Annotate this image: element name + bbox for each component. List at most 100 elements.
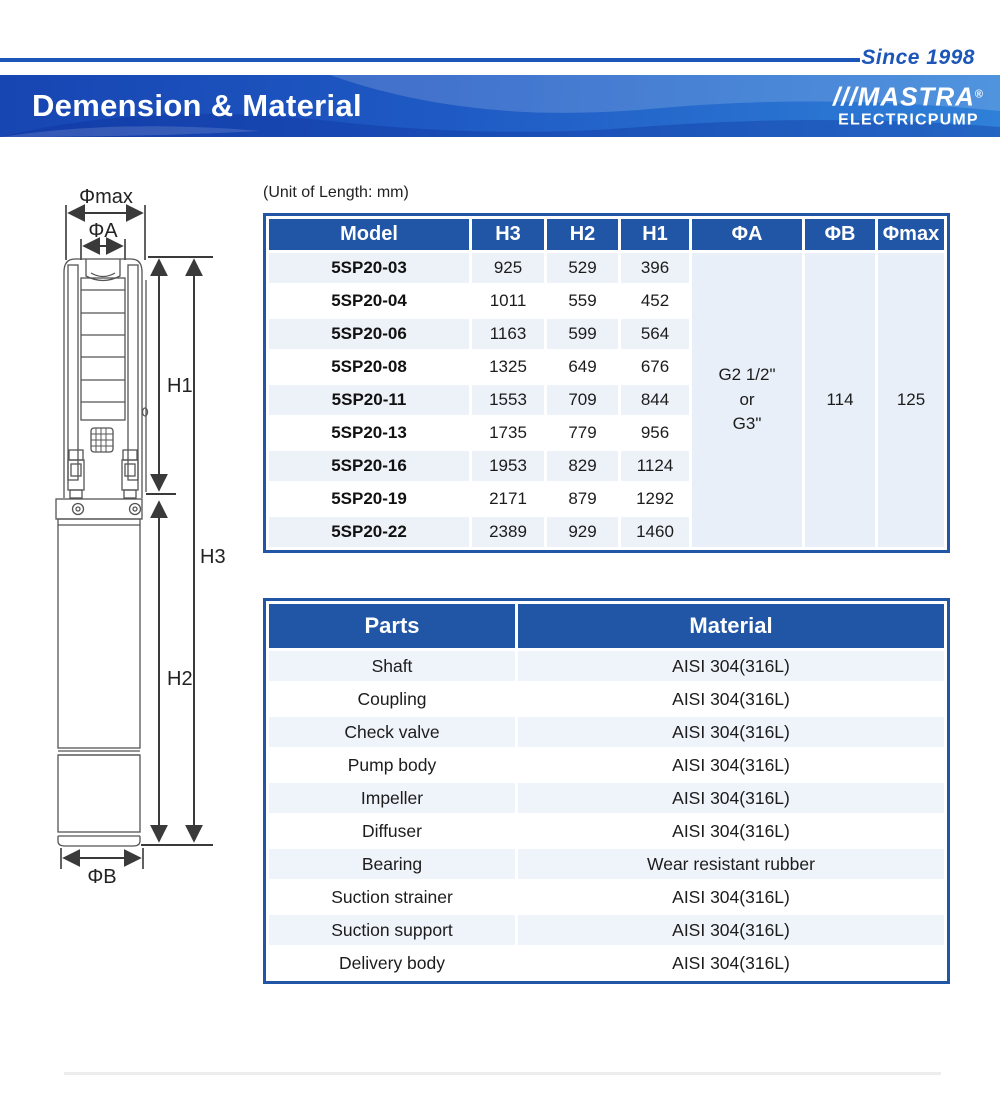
table-row: Delivery body AISI 304(316L): [269, 948, 944, 978]
logo-slashes-icon: ///: [833, 81, 858, 112]
cell-h3: 1553: [472, 385, 544, 415]
cell-part: Diffuser: [269, 816, 515, 846]
table-row: Suction strainer AISI 304(316L): [269, 882, 944, 912]
cell-part: Check valve: [269, 717, 515, 747]
materials-table: Parts Material Shaft AISI 304(316L) Coup…: [263, 598, 950, 984]
cell-model: 5SP20-16: [269, 451, 469, 481]
cell-material: AISI 304(316L): [518, 684, 944, 714]
col-header-model: Model: [269, 219, 469, 250]
cell-model: 5SP20-04: [269, 286, 469, 316]
cell-h1: 844: [621, 385, 689, 415]
col-header-h3: H3: [472, 219, 544, 250]
pump-motor-body: [55, 498, 143, 847]
registered-trademark-icon: ®: [974, 88, 984, 101]
cell-model: 5SP20-08: [269, 352, 469, 382]
cell-part: Impeller: [269, 783, 515, 813]
cell-material: AISI 304(316L): [518, 717, 944, 747]
col-header-h1: H1: [621, 219, 689, 250]
cell-h1: 1124: [621, 451, 689, 481]
brand-logo-mark: ///MASTRA®: [833, 84, 984, 110]
cell-model: 5SP20-03: [269, 253, 469, 283]
unit-of-length-note: (Unit of Length: mm): [263, 184, 409, 201]
cell-h1: 1292: [621, 484, 689, 514]
cell-h3: 1011: [472, 286, 544, 316]
cell-h2: 779: [547, 418, 618, 448]
dim-label-phi-a: ΦA: [88, 220, 118, 242]
banner-wave-decoration: [0, 75, 1000, 137]
cell-h3: 1953: [472, 451, 544, 481]
cell-phi-b-merged: 114: [805, 253, 875, 547]
table-row: 5SP20-22 2389 929 1460: [269, 517, 944, 547]
pump-technical-drawing: Φmax ΦA: [55, 186, 226, 888]
col-header-h2: H2: [547, 219, 618, 250]
cell-h2: 599: [547, 319, 618, 349]
dim-label-h1: H1: [167, 375, 193, 397]
table-row: Diffuser AISI 304(316L): [269, 816, 944, 846]
table-row: Bearing Wear resistant rubber: [269, 849, 944, 879]
cell-material: Wear resistant rubber: [518, 849, 944, 879]
cell-phi-max-merged: 125: [878, 253, 944, 547]
col-header-phi-a: ΦA: [692, 219, 802, 250]
cell-material: AISI 304(316L): [518, 816, 944, 846]
cell-part: Suction support: [269, 915, 515, 945]
cell-material: AISI 304(316L): [518, 948, 944, 978]
cell-material: AISI 304(316L): [518, 750, 944, 780]
since-label: Since 1998: [861, 46, 975, 69]
dim-label-h3: H3: [200, 546, 226, 568]
cell-h1: 564: [621, 319, 689, 349]
cell-h2: 649: [547, 352, 618, 382]
table-row: Impeller AISI 304(316L): [269, 783, 944, 813]
col-header-parts: Parts: [269, 604, 515, 648]
page-title: Demension & Material: [32, 88, 362, 123]
table-row: 5SP20-03 925 529 396 G2 1/2" or G3" 114 …: [269, 253, 944, 547]
table-row: 5SP20-16 1953 829 1124: [269, 451, 944, 481]
dim-label-h2: H2: [167, 668, 193, 690]
table-row: Pump body AISI 304(316L): [269, 750, 944, 780]
col-header-phi-max: Φmax: [878, 219, 944, 250]
cell-h1: 956: [621, 418, 689, 448]
cell-h3: 1325: [472, 352, 544, 382]
table-row: 5SP20-06 1163 599 564: [269, 319, 944, 349]
cell-h3: 2171: [472, 484, 544, 514]
table-row: 5SP20-11 1553 709 844: [269, 385, 944, 415]
header-banner: Demension & Material ///MASTRA® ELECTRIC…: [0, 75, 1000, 137]
cell-h2: 709: [547, 385, 618, 415]
phi-a-line2: or: [739, 389, 755, 409]
col-header-phi-b: ΦB: [805, 219, 875, 250]
table-row: 5SP20-04 1011 559 452: [269, 286, 944, 316]
bottom-divider-line: [64, 1072, 941, 1075]
cell-material: AISI 304(316L): [518, 783, 944, 813]
top-divider-line: [0, 58, 860, 62]
pump-upper-body: [63, 258, 149, 499]
dim-label-phi-b: ΦB: [87, 866, 116, 888]
cell-h2: 879: [547, 484, 618, 514]
cell-h1: 676: [621, 352, 689, 382]
cell-h1: 452: [621, 286, 689, 316]
cell-h3: 1735: [472, 418, 544, 448]
table-row: 5SP20-13 1735 779 956: [269, 418, 944, 448]
dimension-table-header-row: Model H3 H2 H1 ΦA ΦB Φmax: [269, 219, 944, 250]
cell-part: Pump body: [269, 750, 515, 780]
cell-model: 5SP20-22: [269, 517, 469, 547]
dimension-table: Model H3 H2 H1 ΦA ΦB Φmax 5SP20-03 925 5…: [263, 213, 950, 553]
cell-h1: 396: [621, 253, 689, 283]
table-row: Check valve AISI 304(316L): [269, 717, 944, 747]
brand-logo: ///MASTRA® ELECTRICPUMP: [833, 84, 984, 129]
cell-model: 5SP20-11: [269, 385, 469, 415]
cell-part: Coupling: [269, 684, 515, 714]
cell-model: 5SP20-19: [269, 484, 469, 514]
cell-h2: 559: [547, 286, 618, 316]
cell-h3: 925: [472, 253, 544, 283]
col-header-material: Material: [518, 604, 944, 648]
logo-subtitle: ELECTRICPUMP: [838, 111, 979, 129]
cell-model: 5SP20-13: [269, 418, 469, 448]
cell-h2: 829: [547, 451, 618, 481]
table-row: 5SP20-08 1325 649 676: [269, 352, 944, 382]
dim-label-phi-max: Φmax: [79, 186, 133, 208]
cell-part: Suction strainer: [269, 882, 515, 912]
cell-part: Delivery body: [269, 948, 515, 978]
table-row: Suction support AISI 304(316L): [269, 915, 944, 945]
cell-material: AISI 304(316L): [518, 651, 944, 681]
cell-h3: 1163: [472, 319, 544, 349]
